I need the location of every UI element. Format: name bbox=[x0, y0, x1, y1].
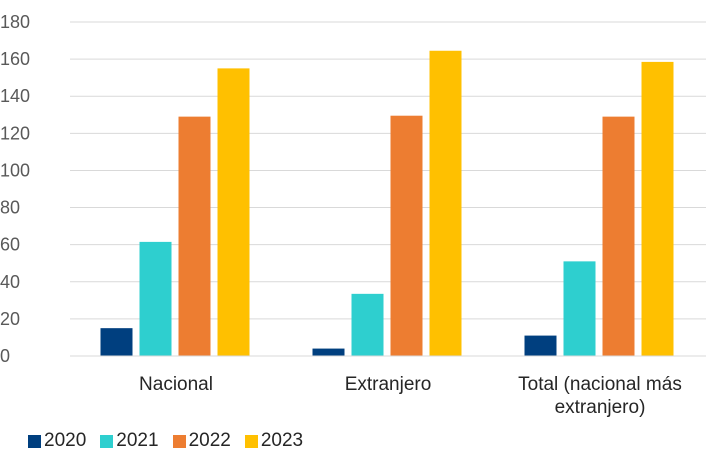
bar-2023 bbox=[429, 50, 462, 357]
bar-2022 bbox=[602, 116, 635, 356]
bar-2023 bbox=[217, 68, 250, 356]
y-tick-label: 100 bbox=[0, 160, 30, 180]
y-tick-label: 60 bbox=[0, 235, 20, 255]
legend-label: 2023 bbox=[260, 430, 304, 451]
y-tick-label: 120 bbox=[0, 123, 30, 143]
bars bbox=[100, 50, 674, 357]
legend-swatch bbox=[244, 434, 258, 448]
legend: 2020 2021 2022 2023 bbox=[28, 430, 317, 452]
legend-item-2020: 2020 bbox=[28, 430, 86, 452]
bar-2021 bbox=[139, 241, 172, 356]
bar-2023 bbox=[641, 61, 674, 357]
legend-swatch bbox=[100, 434, 114, 448]
bar-2020 bbox=[524, 335, 557, 356]
y-tick-label: 20 bbox=[0, 309, 20, 329]
x-category-label: Nacional bbox=[139, 374, 213, 395]
legend-label: 2020 bbox=[44, 430, 87, 451]
x-category-label: extranjero) bbox=[555, 397, 646, 418]
y-tick-label: 180 bbox=[0, 12, 30, 32]
y-tick-label: 160 bbox=[0, 49, 30, 69]
bar-2021 bbox=[563, 261, 596, 356]
legend-swatch bbox=[28, 434, 41, 448]
legend-item-2023: 2023 bbox=[244, 430, 304, 452]
y-axis-ticks: 0 20 40 60 80 100 120 140 160 180 bbox=[0, 12, 30, 366]
bar-2022 bbox=[178, 116, 211, 356]
y-tick-label: 80 bbox=[0, 198, 20, 218]
category-labels: Nacional Extranjero Total (nacional másext… bbox=[139, 374, 682, 418]
legend-item-2022: 2022 bbox=[172, 430, 231, 452]
y-tick-label: 40 bbox=[0, 272, 20, 292]
legend-label: 2021 bbox=[116, 430, 159, 451]
bar-2022 bbox=[390, 115, 423, 356]
y-tick-label: 0 bbox=[0, 346, 10, 366]
bar-2020 bbox=[100, 328, 133, 356]
bar-2021 bbox=[351, 293, 384, 356]
legend-label: 2022 bbox=[188, 430, 231, 451]
gridlines bbox=[70, 21, 706, 320]
x-category-label: Extranjero bbox=[345, 374, 432, 395]
legend-item-2021: 2021 bbox=[100, 430, 159, 452]
y-tick-label: 140 bbox=[0, 86, 30, 106]
x-category-label: Total (nacional más bbox=[518, 374, 682, 395]
legend-swatch bbox=[172, 434, 186, 448]
bar-2020 bbox=[312, 348, 345, 356]
